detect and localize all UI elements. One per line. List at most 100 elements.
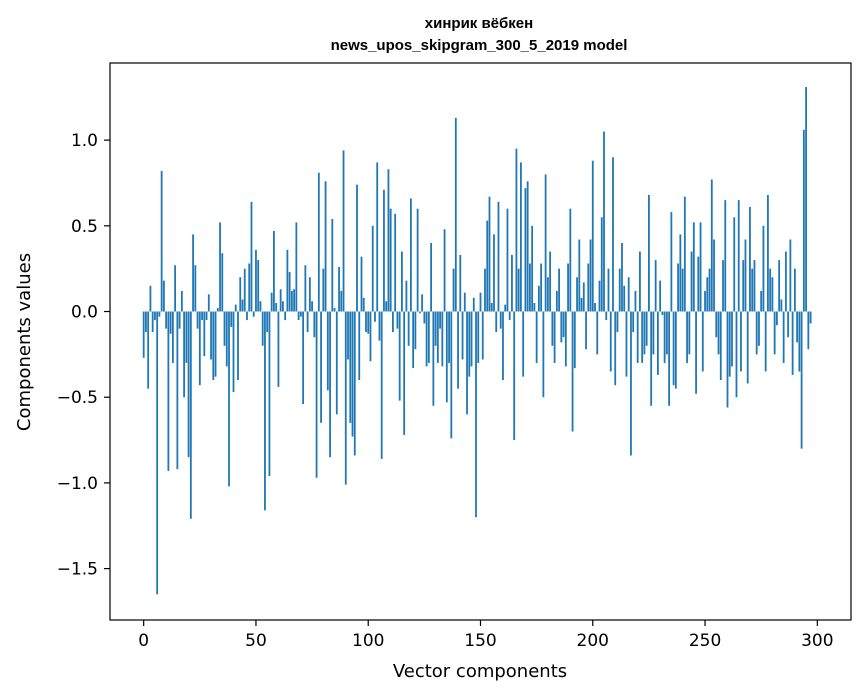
bar-283 (778, 260, 781, 312)
bar-178 (542, 311, 545, 398)
bar-100 (367, 311, 370, 334)
bar-219 (634, 290, 637, 312)
bar-13 (171, 311, 174, 363)
bar-249 (701, 311, 704, 372)
bar-61 (279, 289, 282, 312)
bar-4 (151, 311, 154, 333)
bar-297 (809, 311, 812, 324)
y-axis-label: Components values (14, 253, 35, 431)
bar-93 (351, 311, 354, 437)
bar-277 (764, 311, 767, 372)
bar-293 (800, 311, 803, 449)
bar-112 (394, 213, 397, 312)
bar-224 (645, 311, 648, 346)
bar-183 (553, 311, 556, 363)
bar-74 (308, 277, 311, 312)
bar-148 (475, 311, 477, 518)
bar-137 (450, 311, 453, 439)
bar-274 (758, 311, 760, 346)
bar-113 (396, 311, 399, 329)
y-axis: −1.5 −1.0 −0.5 0.0 0.5 1.0 (57, 131, 110, 580)
bar-2 (147, 311, 150, 389)
bar-177 (540, 263, 543, 312)
bar-133 (441, 311, 444, 367)
bar-146 (470, 311, 473, 367)
bar-123 (418, 311, 421, 314)
bar-200 (591, 160, 594, 312)
bar-103 (374, 311, 376, 322)
bar-28 (205, 311, 208, 321)
bar-280 (771, 277, 774, 312)
bar-168 (520, 162, 522, 312)
bar-7 (158, 311, 161, 317)
bar-49 (252, 311, 255, 317)
bar-36 (223, 311, 226, 346)
chart-title-line-1: хинрик вёбкен (425, 15, 533, 32)
bar-296 (807, 311, 810, 350)
bar-81 (324, 181, 327, 312)
bar-68 (295, 222, 298, 312)
bars-group (142, 86, 812, 595)
bar-37 (225, 311, 228, 367)
x-axis-label: Vector components (393, 661, 567, 682)
bar-105 (378, 311, 381, 341)
bar-139 (454, 117, 457, 312)
bar-172 (529, 263, 531, 312)
bar-79 (320, 311, 322, 423)
bar-26 (201, 311, 203, 321)
bar-150 (479, 292, 482, 312)
x-tick-label-150: 150 (464, 631, 496, 651)
bar-18 (183, 311, 185, 398)
bar-212 (618, 268, 621, 312)
bar-238 (677, 263, 679, 312)
bar-199 (589, 239, 592, 312)
bar-51 (257, 260, 260, 312)
bar-205 (603, 131, 605, 312)
bar-193 (576, 277, 578, 312)
bar-257 (719, 311, 722, 381)
y-tick-label-0: −1.5 (57, 560, 98, 580)
bar-185 (558, 268, 560, 312)
bar-294 (802, 129, 805, 312)
bar-3 (149, 285, 152, 312)
bar-268 (744, 239, 747, 312)
bar-286 (784, 251, 787, 312)
bar-16 (178, 311, 181, 329)
bar-24 (196, 311, 199, 329)
bar-130 (434, 311, 437, 346)
bar-89 (342, 150, 345, 312)
y-tick-label-3: 0.0 (71, 303, 98, 323)
bar-54 (264, 311, 266, 511)
bar-226 (650, 311, 653, 406)
bar-287 (787, 311, 790, 338)
x-tick-label-250: 250 (689, 631, 721, 651)
bar-64 (286, 249, 289, 312)
bar-125 (423, 311, 426, 324)
bar-21 (189, 311, 192, 519)
bar-228 (654, 260, 657, 312)
bar-62 (282, 301, 284, 312)
bar-230 (659, 280, 662, 312)
bar-42 (237, 311, 239, 381)
bar-267 (742, 260, 745, 312)
bar-282 (776, 311, 778, 326)
bar-83 (329, 311, 331, 458)
bar-69 (297, 311, 300, 321)
bar-255 (715, 311, 718, 338)
bar-124 (421, 294, 424, 312)
bar-281 (773, 311, 776, 355)
bar-96 (358, 311, 361, 381)
bar-210 (614, 311, 617, 386)
bar-35 (221, 253, 224, 312)
bar-162 (506, 208, 509, 312)
bar-30 (210, 311, 212, 360)
bar-174 (533, 302, 536, 312)
bar-152 (484, 268, 486, 312)
bar-227 (652, 311, 655, 355)
bar-154 (488, 196, 491, 312)
bar-248 (699, 222, 702, 312)
bar-160 (502, 311, 504, 381)
bar-110 (389, 208, 392, 312)
bar-98 (362, 297, 365, 312)
